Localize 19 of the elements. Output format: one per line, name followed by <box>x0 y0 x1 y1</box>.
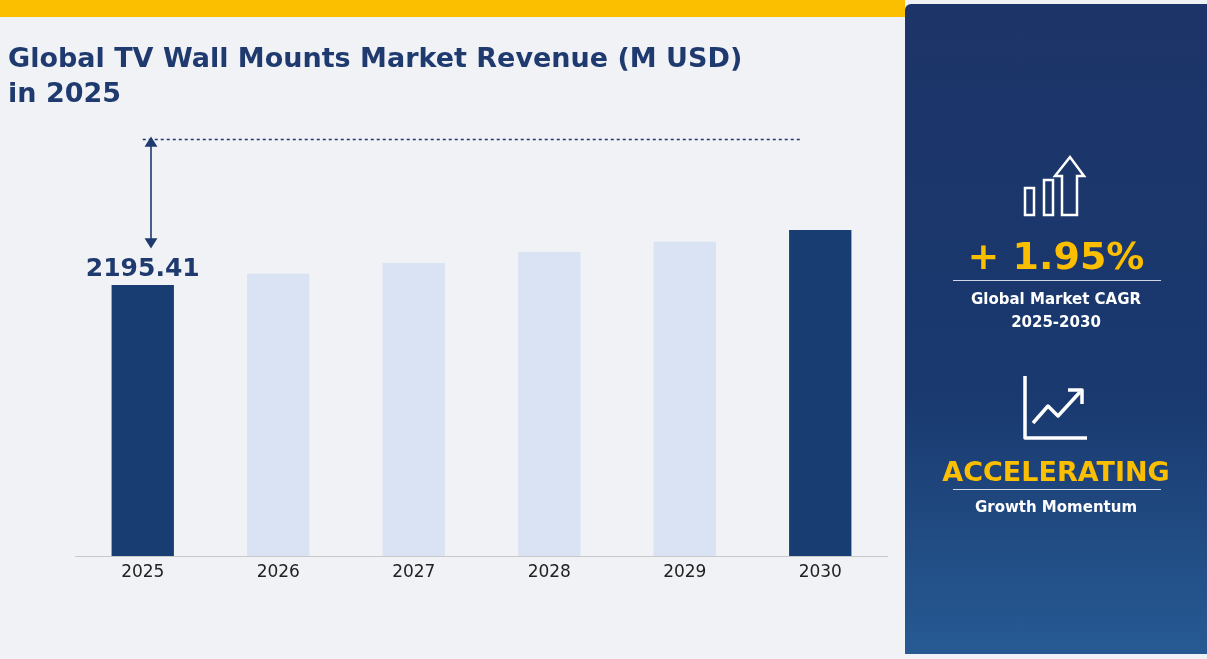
x-tick-label: 2026 <box>256 561 300 582</box>
text: 2025-2030 <box>1010 313 1102 331</box>
bar <box>789 229 852 556</box>
x-tick-label: 2028 <box>527 561 571 582</box>
chart-title: Global TV Wall Mounts Market Revenue (M USD) in 2025 <box>8 41 744 111</box>
x-tick-label: 2029 <box>663 561 707 582</box>
bar <box>653 241 716 556</box>
x-tick-label: 2025 <box>121 561 165 582</box>
bar <box>382 262 445 556</box>
x-tick-label: 2027 <box>392 561 436 582</box>
text: ACCELERATING <box>941 456 1171 487</box>
x-tick-label: 2030 <box>798 561 842 582</box>
bar <box>247 273 310 556</box>
data-label: 2195.41 <box>85 252 200 282</box>
text: Growth Momentum <box>973 498 1139 516</box>
bar <box>518 251 581 556</box>
text: + 1.95% <box>966 234 1146 278</box>
text: Global Market CAGR <box>969 290 1142 308</box>
bar <box>111 284 174 556</box>
